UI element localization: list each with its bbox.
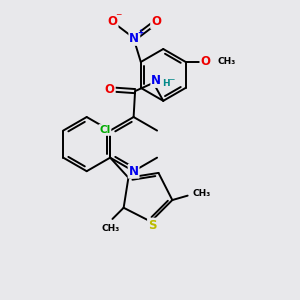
Text: CH₃: CH₃ xyxy=(217,58,236,67)
Text: O: O xyxy=(105,83,115,96)
Text: N: N xyxy=(151,74,161,87)
Text: N: N xyxy=(129,165,139,178)
Text: N: N xyxy=(129,32,139,45)
Text: Cl: Cl xyxy=(99,125,110,135)
Text: S: S xyxy=(148,219,157,232)
Text: −: − xyxy=(115,10,122,19)
Text: +: + xyxy=(138,28,144,37)
Text: CH₃: CH₃ xyxy=(193,189,211,198)
Text: O: O xyxy=(200,56,210,68)
Text: −: − xyxy=(168,75,174,84)
Text: O: O xyxy=(151,15,161,28)
Text: O: O xyxy=(107,15,118,28)
Text: H: H xyxy=(162,79,169,88)
Text: CH₃: CH₃ xyxy=(102,224,120,233)
